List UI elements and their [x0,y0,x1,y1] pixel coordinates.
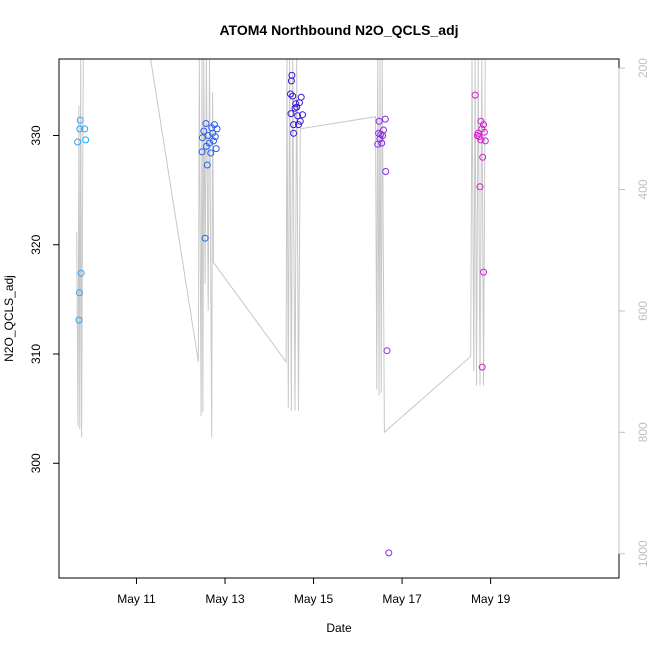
data-point [291,104,299,112]
secondary-tick-label: 200 [636,58,650,78]
data-point [198,148,206,156]
data-point [287,110,295,118]
secondary-tick-label: 800 [636,422,650,442]
x-tick-label: May 19 [471,592,511,606]
data-point [204,132,212,139]
data-point [287,90,294,98]
data-point [473,132,481,139]
data-point [481,137,489,145]
data-point [383,347,391,355]
data-point [74,138,82,146]
chart-title: ATOM4 Northbound N2O_QCLS_adj [219,22,458,38]
axes-layer: May 11 May 13 May 15 May 17 May 19 300 310 320 3… [29,58,650,606]
data-point [81,125,89,133]
data-point [201,234,209,242]
data-point [381,115,389,123]
data-point [480,121,487,129]
data-point [380,126,387,134]
data-point [297,93,305,101]
x-tick-label: May 13 [205,592,245,606]
data-point [198,134,206,142]
secondary-tick-label: 1000 [636,540,650,567]
data-point [75,289,83,297]
data-point [82,136,90,144]
data-point [210,137,217,145]
data-point [479,153,487,161]
data-point [299,111,306,119]
data-point [292,100,300,108]
data-point [76,125,84,133]
data-point [294,112,302,120]
data-point [212,145,220,153]
data-point [296,117,304,125]
data-point [77,269,85,277]
data-point [475,133,483,141]
data-point [471,91,479,99]
plot-frame [58,58,620,579]
data-point [385,549,393,557]
data-point [75,316,83,324]
y-axis-label: N2O_QCLS_adj [2,275,16,362]
x-tick-label: May 15 [294,592,334,606]
data-point [211,133,219,141]
data-point [76,116,84,124]
data-point [477,136,485,144]
data-point [200,127,208,135]
x-tick-label: May 17 [382,592,422,606]
y-tick-label: 300 [29,453,43,473]
data-point [480,128,488,136]
data-point [206,139,213,147]
y-tick-label: 310 [29,344,43,364]
data-point [480,268,487,276]
data-point [213,125,221,133]
data-point [476,183,484,191]
data-point [290,129,298,137]
data-point [289,92,297,100]
data-point [203,161,211,169]
data-point [202,120,210,127]
secondary-tick-label: 400 [636,179,650,199]
y-tick-label: 330 [29,125,43,145]
data-point [295,121,302,129]
data-point [478,363,486,371]
x-tick-label: May 11 [117,592,156,606]
data-point [290,121,298,129]
points-layer [74,71,489,557]
y-tick-label: 320 [29,234,43,254]
data-point [375,117,383,125]
secondary-tick-label: 600 [636,301,650,321]
altitude-layer [76,59,486,438]
x-axis-label: Date [326,621,352,635]
data-point [288,71,296,79]
altitude-line [76,59,486,438]
data-point [382,168,390,175]
data-point [378,139,386,147]
data-point [207,149,215,157]
